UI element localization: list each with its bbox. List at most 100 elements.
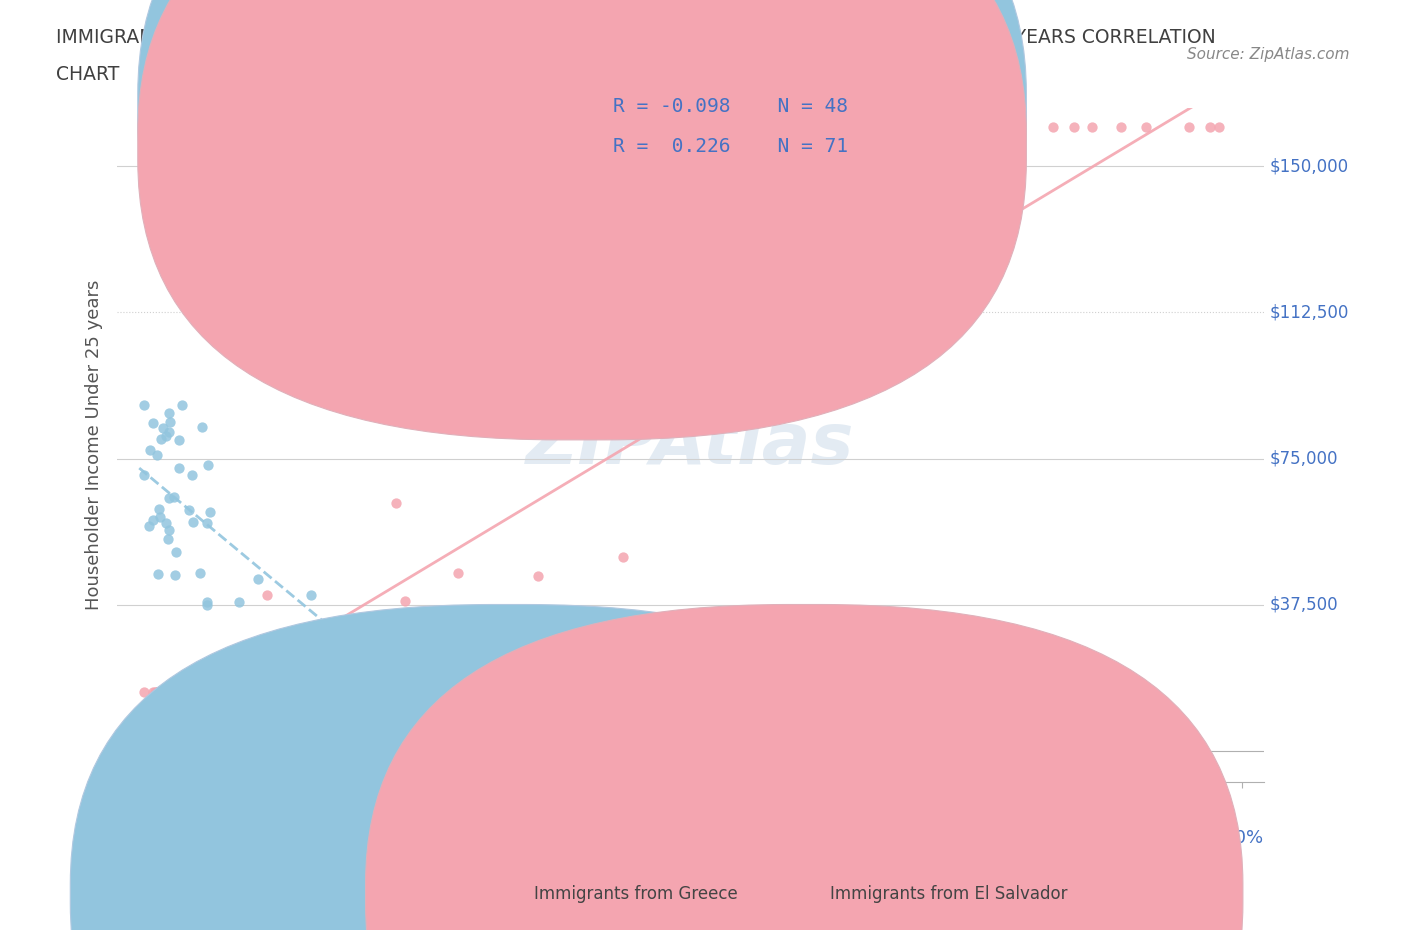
Point — [132, 398, 155, 413]
Point — [165, 567, 187, 582]
Point — [367, 671, 389, 685]
Text: $75,000: $75,000 — [1270, 449, 1339, 468]
Text: R = -0.098    N = 48: R = -0.098 N = 48 — [613, 98, 848, 116]
Point — [749, 318, 772, 333]
Point — [146, 567, 169, 582]
Point — [170, 397, 193, 412]
Point — [1199, 120, 1222, 135]
Point — [343, 684, 366, 699]
Point — [157, 405, 180, 420]
Point — [783, 251, 806, 266]
Text: $112,500: $112,500 — [1270, 303, 1350, 322]
Point — [1111, 120, 1133, 135]
Point — [155, 429, 177, 444]
Text: $37,500: $37,500 — [1270, 595, 1339, 614]
Point — [337, 656, 360, 671]
Point — [132, 684, 155, 699]
Point — [297, 684, 319, 699]
Point — [221, 684, 243, 699]
Point — [214, 684, 236, 699]
Y-axis label: Householder Income Under 25 years: Householder Income Under 25 years — [86, 280, 103, 610]
Point — [790, 273, 813, 288]
Point — [181, 468, 204, 483]
Point — [1135, 120, 1157, 135]
Point — [281, 665, 304, 680]
Point — [159, 415, 181, 430]
Point — [191, 684, 214, 699]
Text: IMMIGRANTS FROM GREECE VS IMMIGRANTS FROM EL SALVADOR HOUSEHOLDER INCOME UNDER 2: IMMIGRANTS FROM GREECE VS IMMIGRANTS FRO… — [56, 28, 1216, 46]
Point — [394, 593, 416, 608]
Point — [139, 442, 162, 457]
Point — [1042, 120, 1064, 135]
Point — [134, 468, 156, 483]
Point — [343, 658, 366, 672]
Point — [181, 684, 204, 699]
Point — [157, 425, 180, 440]
Point — [198, 505, 221, 520]
Text: Source: ZipAtlas.com: Source: ZipAtlas.com — [1187, 46, 1350, 61]
Point — [349, 612, 371, 627]
Point — [142, 512, 165, 527]
Point — [612, 550, 634, 565]
Point — [145, 684, 167, 699]
Point — [163, 489, 186, 504]
Point — [247, 665, 270, 680]
Point — [142, 416, 165, 431]
Point — [190, 565, 212, 580]
Point — [873, 306, 896, 321]
Point — [242, 639, 264, 654]
Text: ZIPAtlas: ZIPAtlas — [526, 410, 855, 479]
Point — [155, 684, 177, 699]
Point — [820, 237, 842, 252]
Point — [246, 571, 269, 586]
Point — [159, 684, 181, 699]
Point — [191, 419, 214, 434]
Point — [344, 665, 367, 680]
Point — [195, 515, 218, 530]
Point — [146, 447, 169, 462]
Point — [145, 684, 167, 699]
Point — [177, 684, 200, 699]
Point — [212, 684, 235, 699]
Point — [155, 516, 177, 531]
Point — [254, 684, 277, 699]
Point — [181, 515, 204, 530]
Point — [1208, 120, 1230, 135]
Text: Immigrants from El Salvador: Immigrants from El Salvador — [830, 884, 1067, 903]
Point — [165, 545, 187, 560]
Point — [157, 531, 180, 546]
Point — [423, 684, 446, 699]
Point — [326, 665, 349, 680]
Point — [150, 684, 173, 699]
Point — [169, 460, 191, 475]
Point — [195, 597, 218, 612]
Point — [644, 197, 666, 212]
Point — [148, 502, 170, 517]
Point — [447, 566, 470, 581]
Point — [299, 588, 322, 603]
Point — [152, 421, 174, 436]
Point — [311, 684, 333, 699]
Point — [477, 665, 499, 680]
Point — [149, 510, 172, 525]
Point — [138, 518, 160, 533]
Point — [381, 665, 404, 680]
Point — [855, 264, 877, 279]
Point — [557, 401, 579, 416]
Point — [198, 684, 221, 699]
Point — [446, 665, 468, 680]
Point — [315, 684, 337, 699]
Point — [177, 684, 200, 699]
Point — [197, 458, 219, 472]
Text: 0.0%: 0.0% — [117, 829, 163, 847]
Point — [285, 684, 308, 699]
Point — [413, 684, 436, 699]
Text: R =  0.226    N = 71: R = 0.226 N = 71 — [613, 138, 848, 156]
Point — [191, 684, 214, 699]
Point — [157, 490, 180, 505]
Point — [157, 523, 180, 538]
Point — [166, 684, 188, 699]
Point — [283, 665, 305, 680]
Point — [776, 392, 799, 406]
Point — [748, 378, 770, 392]
